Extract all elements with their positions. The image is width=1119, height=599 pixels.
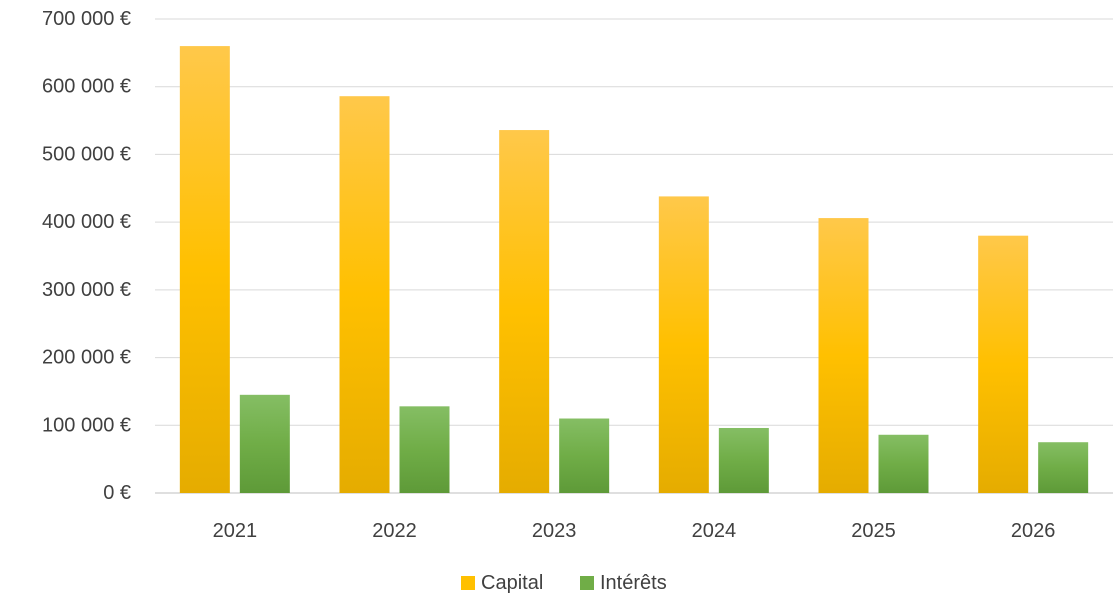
y-tick-label: 0 € [103,482,131,504]
x-tick-label: 2025 [851,520,896,542]
interets-bar [878,434,929,493]
capital-bar [179,46,230,493]
capital-bar [818,218,869,493]
y-tick-label: 400 000 € [42,211,131,233]
legend-swatch [580,576,594,590]
interets-bar [239,394,290,493]
y-tick-label: 100 000 € [42,414,131,436]
x-tick-label: 2023 [532,520,577,542]
legend-label: Capital [481,572,543,594]
gridlines [155,18,1113,494]
capital-bar [339,96,390,494]
capital-bar [499,130,550,493]
capital-bar [978,235,1029,493]
y-tick-label: 600 000 € [42,76,131,98]
legend-swatch [461,576,475,590]
interets-bar [559,418,610,493]
interets-bar [718,427,769,493]
bars [179,46,1089,494]
capital-bar [658,196,709,493]
y-tick-label: 300 000 € [42,279,131,301]
y-tick-label: 200 000 € [42,347,131,369]
x-tick-label: 2022 [372,520,417,542]
x-tick-label: 2024 [692,520,737,542]
x-axis-tick-labels: 2021 2022 2023 2024 2025 2026 [213,520,1056,542]
interets-bar [1038,442,1089,493]
y-tick-label: 500 000 € [42,143,131,165]
y-tick-label: 700 000 € [42,8,131,30]
legend: Capital Intérêts [461,572,667,594]
x-tick-label: 2021 [213,520,258,542]
y-axis-tick-labels: 0 € 100 000 € 200 000 € 300 000 € 400 000 € 5… [42,8,131,504]
legend-label: Intérêts [600,572,667,594]
x-tick-label: 2026 [1011,520,1056,542]
interets-bar [399,406,450,493]
